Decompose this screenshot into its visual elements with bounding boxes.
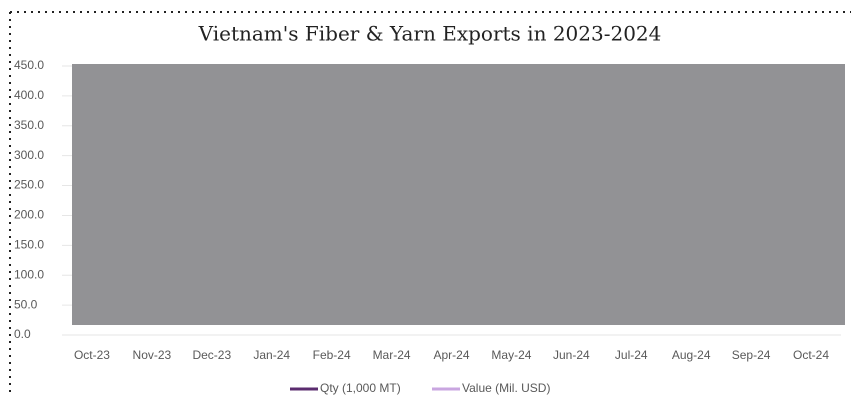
x-tick-label: Feb-24 xyxy=(313,348,351,362)
x-tick-label: Oct-24 xyxy=(793,348,829,362)
x-tick-label: Dec-23 xyxy=(192,348,231,362)
x-tick-label: Aug-24 xyxy=(672,348,711,362)
y-tick-label: 300.0 xyxy=(14,148,44,162)
x-tick-label: Oct-23 xyxy=(74,348,110,362)
x-tick-label: Apr-24 xyxy=(433,348,469,362)
y-tick-label: 50.0 xyxy=(14,297,38,311)
y-tick-label: 150.0 xyxy=(14,238,44,252)
x-tick-label: Nov-23 xyxy=(133,348,172,362)
y-tick-label: 350.0 xyxy=(14,118,44,132)
y-tick-label: 100.0 xyxy=(14,267,44,281)
legend-label: Value (Mil. USD) xyxy=(462,381,550,395)
x-tick-label: Jul-24 xyxy=(615,348,648,362)
occluding-block xyxy=(72,64,845,325)
x-tick-label: Jun-24 xyxy=(553,348,590,362)
x-tick-label: May-24 xyxy=(491,348,531,362)
legend-label: Qty (1,000 MT) xyxy=(320,381,401,395)
y-tick-label: 450.0 xyxy=(14,58,44,72)
x-tick-label: Sep-24 xyxy=(732,348,771,362)
y-tick-label: 200.0 xyxy=(14,208,44,222)
y-tick-label: 0.0 xyxy=(14,327,31,341)
chart-title: Vietnam's Fiber & Yarn Exports in 2023-2… xyxy=(198,22,662,46)
y-tick-label: 400.0 xyxy=(14,88,44,102)
x-tick-label: Mar-24 xyxy=(373,348,411,362)
y-tick-label: 250.0 xyxy=(14,178,44,192)
x-tick-label: Jan-24 xyxy=(253,348,290,362)
